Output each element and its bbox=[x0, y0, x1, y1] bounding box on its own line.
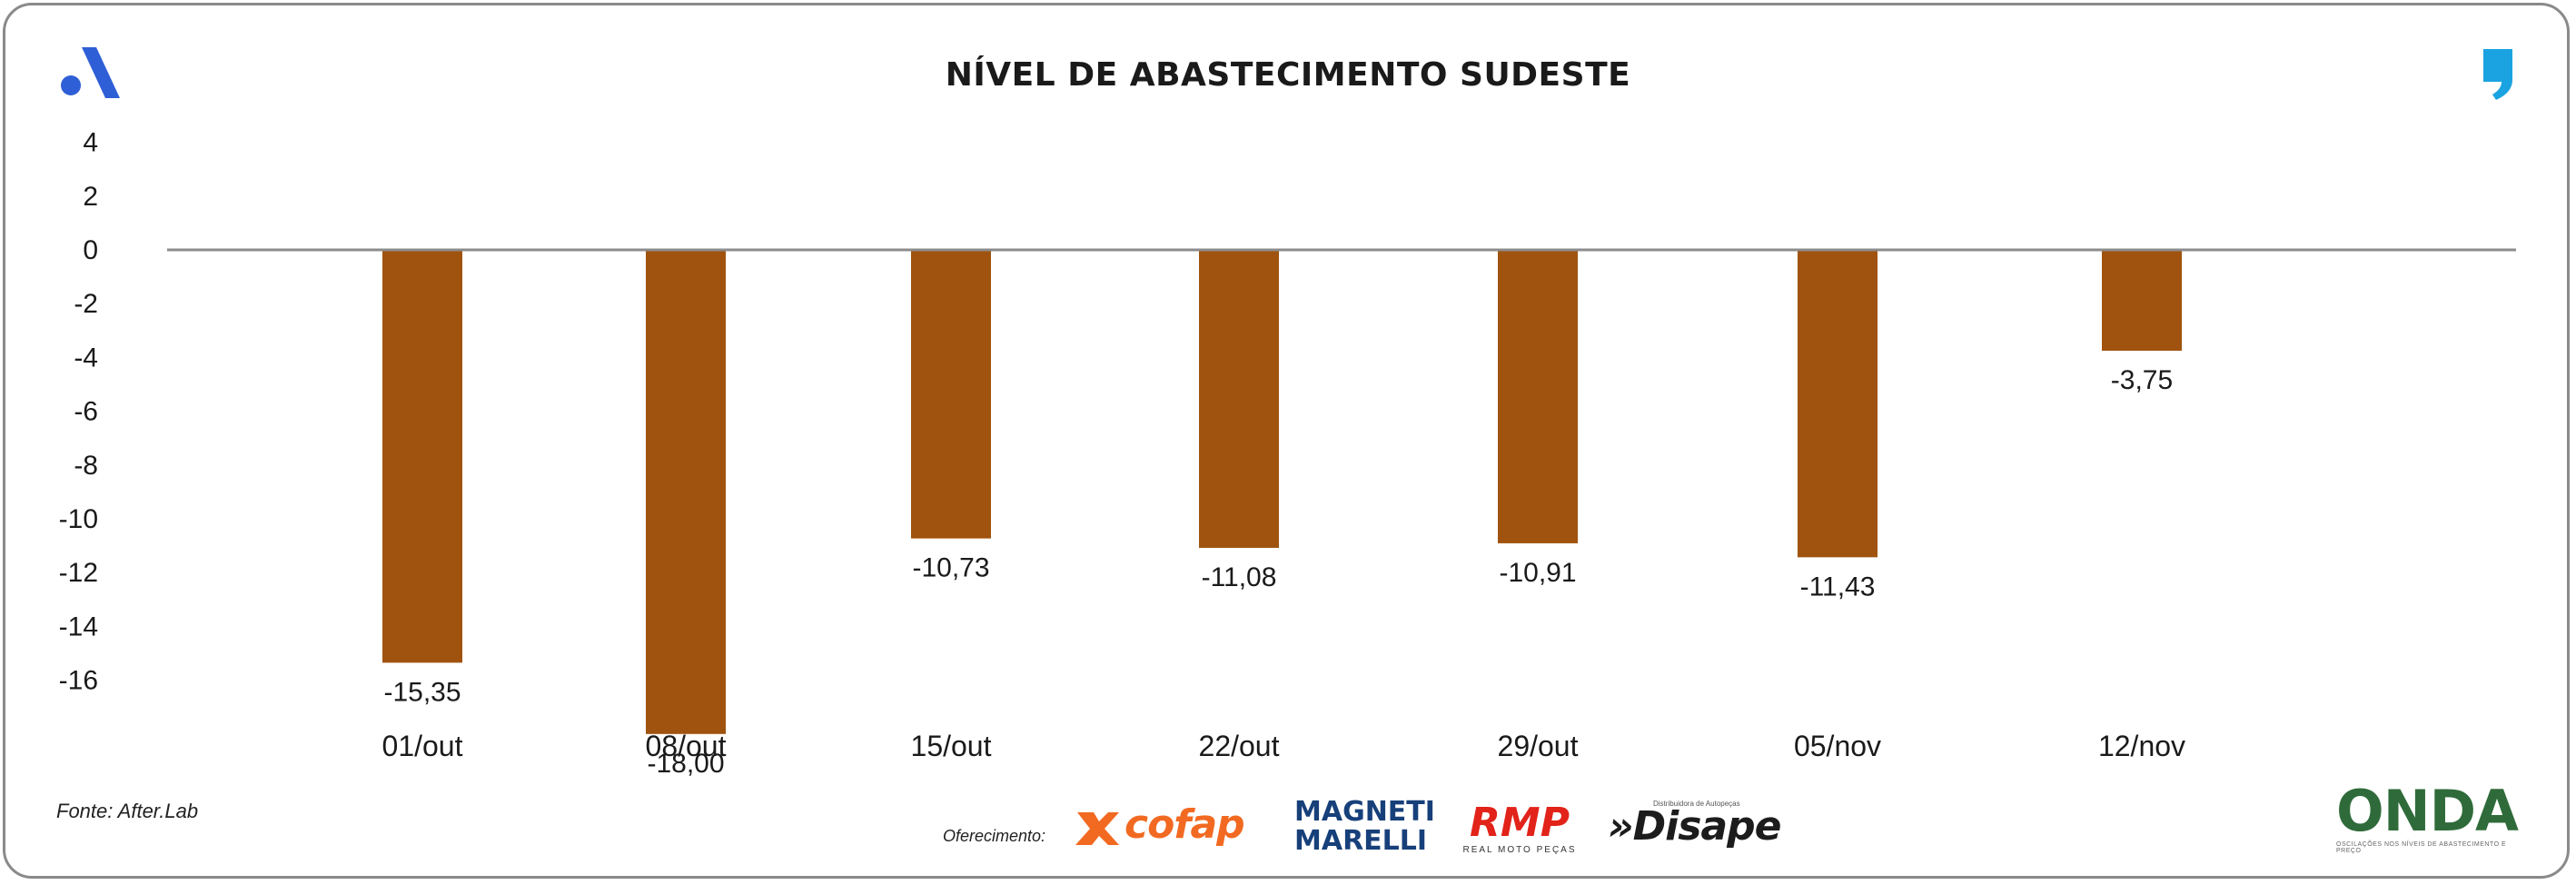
onda-logo: ONDA bbox=[2336, 778, 2519, 844]
data-label: -3,75 bbox=[2111, 365, 2173, 395]
bar bbox=[1199, 250, 1279, 548]
bar bbox=[382, 250, 462, 663]
data-label: -11,43 bbox=[1800, 572, 1876, 602]
data-label: -11,08 bbox=[1202, 562, 1277, 592]
x-tick-label: 29/out bbox=[1498, 730, 1579, 762]
rmp-logo: RMP bbox=[1470, 800, 1570, 846]
bar bbox=[2102, 250, 2182, 351]
x-tick-label: 22/out bbox=[1199, 730, 1280, 762]
bar bbox=[1498, 250, 1578, 543]
sponsor-label: Oferecimento: bbox=[943, 827, 1046, 845]
disape-logo: »Disape bbox=[1608, 803, 1781, 850]
bar bbox=[911, 250, 991, 539]
x-tick-label: 15/out bbox=[911, 730, 992, 762]
source-note: Fonte: After.Lab bbox=[56, 800, 199, 822]
y-tick-label: -10 bbox=[59, 504, 98, 534]
quote-icon bbox=[2483, 49, 2512, 100]
y-tick-label: 0 bbox=[83, 235, 98, 265]
y-tick-label: -4 bbox=[74, 343, 98, 373]
data-label: -10,73 bbox=[912, 553, 989, 583]
y-tick-label: 2 bbox=[83, 182, 98, 212]
bar bbox=[1798, 250, 1878, 558]
data-label: -10,91 bbox=[1499, 558, 1576, 588]
rmp-logo-subtitle: REAL MOTO PEÇAS bbox=[1462, 845, 1577, 855]
disape-logo-subtitle: Distribuidora de Autopeças bbox=[1653, 800, 1740, 808]
cofap-logo-mark-icon bbox=[1075, 812, 1119, 845]
data-label: -15,35 bbox=[383, 677, 461, 707]
brand-a-icon bbox=[61, 47, 120, 98]
y-tick-label: -14 bbox=[59, 612, 98, 641]
bar bbox=[646, 250, 726, 734]
y-tick-label: -16 bbox=[59, 666, 98, 696]
y-tick-label: -12 bbox=[59, 558, 98, 588]
onda-logo-subtitle: OSCILAÇÕES NOS NÍVEIS DE ABASTECIMENTO E… bbox=[2336, 841, 2507, 854]
chart-title: NÍVEL DE ABASTECIMENTO SUDESTE bbox=[945, 56, 1631, 94]
data-label: -18,00 bbox=[647, 749, 724, 779]
y-tick-label: 4 bbox=[83, 128, 98, 158]
x-tick-label: 08/out bbox=[646, 730, 727, 762]
y-tick-label: -6 bbox=[74, 397, 98, 427]
y-tick-label: -2 bbox=[74, 289, 98, 319]
x-tick-label: 12/nov bbox=[2098, 730, 2185, 762]
y-tick-label: -8 bbox=[74, 451, 98, 481]
x-tick-label: 01/out bbox=[382, 730, 463, 762]
magneti-marelli-logo: MAGNETI MARELLI bbox=[1294, 796, 1435, 857]
cofap-logo: cofap bbox=[1125, 801, 1245, 848]
magneti-line-2: MARELLI bbox=[1294, 825, 1428, 857]
magneti-line-1: MAGNETI bbox=[1294, 796, 1435, 828]
x-tick-label: 05/nov bbox=[1794, 730, 1881, 762]
